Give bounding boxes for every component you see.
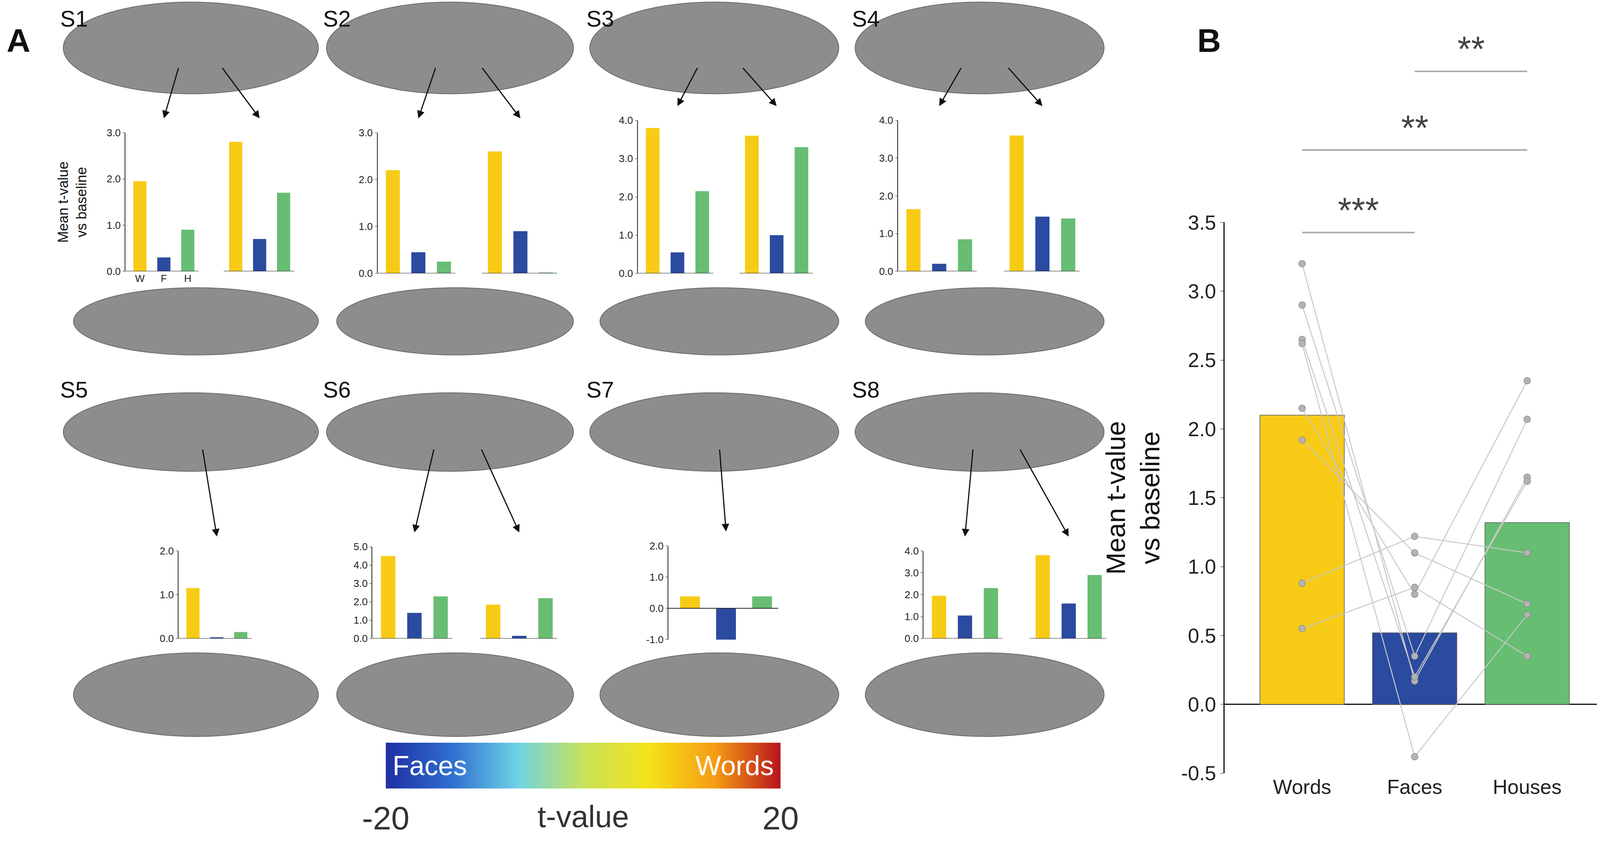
svg-text:4.0: 4.0 xyxy=(878,114,893,127)
svg-text:2.0: 2.0 xyxy=(1187,417,1217,441)
svg-text:3.0: 3.0 xyxy=(618,152,633,165)
svg-text:**: ** xyxy=(1457,29,1485,69)
svg-text:1.0: 1.0 xyxy=(904,610,919,623)
svg-text:4.0: 4.0 xyxy=(353,559,368,572)
svg-text:1.0: 1.0 xyxy=(106,219,121,232)
svg-text:4.0: 4.0 xyxy=(618,114,633,127)
svg-text:0.5: 0.5 xyxy=(1187,624,1217,648)
svg-text:2.0: 2.0 xyxy=(904,589,919,601)
svg-text:-0.5: -0.5 xyxy=(1181,762,1217,785)
svg-text:0.0: 0.0 xyxy=(649,602,664,615)
svg-text:2.0: 2.0 xyxy=(353,596,368,608)
svg-text:S6: S6 xyxy=(323,376,351,403)
svg-text:1.0: 1.0 xyxy=(353,614,368,627)
svg-text:0.0: 0.0 xyxy=(618,267,633,280)
svg-text:1.0: 1.0 xyxy=(159,589,174,601)
svg-text:Faces: Faces xyxy=(1387,775,1443,799)
svg-text:1.0: 1.0 xyxy=(358,220,373,233)
svg-text:-1.0: -1.0 xyxy=(646,633,664,646)
svg-text:0.0: 0.0 xyxy=(353,632,368,645)
svg-text:**: ** xyxy=(1401,108,1429,148)
svg-text:2.0: 2.0 xyxy=(618,191,633,203)
svg-text:t-value: t-value xyxy=(537,799,629,834)
svg-text:1.0: 1.0 xyxy=(878,227,893,240)
svg-text:Faces: Faces xyxy=(392,750,468,782)
svg-text:0.0: 0.0 xyxy=(106,265,121,278)
svg-text:20: 20 xyxy=(762,800,799,837)
svg-text:2.5: 2.5 xyxy=(1187,348,1217,372)
svg-text:0.0: 0.0 xyxy=(159,632,174,645)
svg-text:2.0: 2.0 xyxy=(159,545,174,558)
svg-text:0.0: 0.0 xyxy=(1187,693,1217,717)
svg-text:S1: S1 xyxy=(60,5,88,32)
svg-text:S8: S8 xyxy=(851,376,880,403)
svg-text:3.0: 3.0 xyxy=(353,577,368,590)
svg-text:2.0: 2.0 xyxy=(106,173,121,185)
svg-text:2.0: 2.0 xyxy=(649,540,664,552)
svg-text:B: B xyxy=(1197,22,1222,59)
svg-text:F: F xyxy=(160,272,167,285)
svg-text:1.0: 1.0 xyxy=(1187,555,1217,579)
svg-text:1.5: 1.5 xyxy=(1187,486,1217,510)
svg-text:1.0: 1.0 xyxy=(618,229,633,242)
svg-text:4.0: 4.0 xyxy=(904,545,919,558)
svg-text:2.0: 2.0 xyxy=(878,190,893,202)
svg-text:Houses: Houses xyxy=(1492,775,1562,799)
svg-text:W: W xyxy=(135,272,145,285)
svg-text:2.0: 2.0 xyxy=(358,173,373,186)
svg-text:0.0: 0.0 xyxy=(904,632,919,645)
svg-text:S2: S2 xyxy=(323,5,351,32)
svg-text:S5: S5 xyxy=(60,376,88,403)
svg-text:Mean t-valuevs baseline: Mean t-valuevs baseline xyxy=(55,161,90,243)
svg-text:5.0: 5.0 xyxy=(353,541,368,553)
svg-text:S3: S3 xyxy=(586,5,615,32)
svg-text:1.0: 1.0 xyxy=(649,571,664,584)
svg-text:3.0: 3.0 xyxy=(1187,280,1217,303)
svg-text:Words: Words xyxy=(1273,775,1332,799)
svg-text:H: H xyxy=(183,272,192,285)
svg-text:3.0: 3.0 xyxy=(358,126,373,139)
svg-text:3.5: 3.5 xyxy=(1187,211,1217,234)
svg-text:3.0: 3.0 xyxy=(904,567,919,579)
svg-text:3.0: 3.0 xyxy=(106,126,121,139)
svg-text:0.0: 0.0 xyxy=(878,265,893,278)
svg-text:Words: Words xyxy=(695,750,774,782)
svg-text:0.0: 0.0 xyxy=(358,267,373,280)
svg-text:S4: S4 xyxy=(851,5,880,32)
svg-text:-20: -20 xyxy=(362,800,410,837)
svg-text:3.0: 3.0 xyxy=(878,152,893,165)
svg-text:S7: S7 xyxy=(586,376,615,403)
svg-text:***: *** xyxy=(1337,191,1379,231)
svg-text:A: A xyxy=(6,22,31,59)
svg-text:Mean t-valuevs baseline: Mean t-valuevs baseline xyxy=(1100,421,1165,575)
